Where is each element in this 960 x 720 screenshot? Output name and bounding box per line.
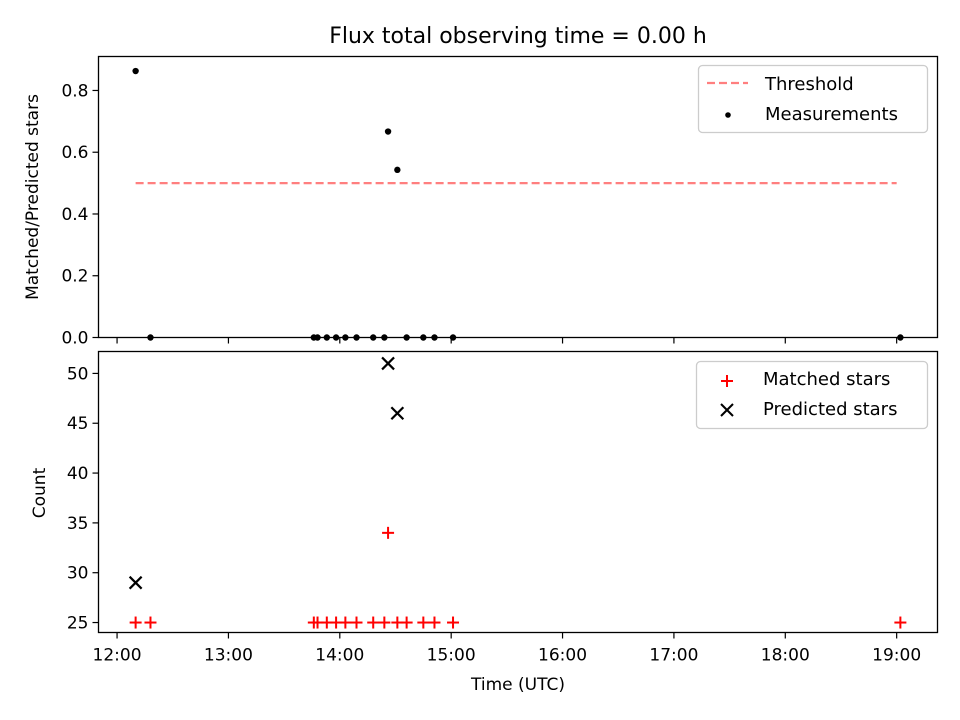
predicted-legend-swatch xyxy=(720,403,734,417)
top-y-tick-label-3: 0.6 xyxy=(61,143,88,163)
matched-point-7 xyxy=(350,616,363,629)
predicted-point-2-b xyxy=(390,406,405,421)
predicted-point-0-b xyxy=(128,575,143,590)
bottom-y-tick-label-1: 30 xyxy=(67,564,89,584)
bottom-y-tick-label-2: 35 xyxy=(67,514,89,534)
matched-point-16 xyxy=(894,616,907,629)
top-legend-box xyxy=(697,64,929,134)
predicted-point-1 xyxy=(381,356,395,371)
matched-point-15 xyxy=(447,616,460,629)
x-axis-label: Time (UTC) xyxy=(470,675,565,695)
x-tick-label-0: 12:00 xyxy=(93,646,142,666)
measurement-point-0 xyxy=(132,67,139,75)
measurement-point-11 xyxy=(394,166,401,174)
bottom-y-ticks: 25 30 35 40 45 50 xyxy=(67,364,99,634)
bottom-panel: 25 30 35 40 45 50 12:00 13:00 14:00 15:00 16:00 17… xyxy=(30,350,939,695)
x-tick-label-2: 14:00 xyxy=(315,646,364,666)
x-tick-label-3: 15:00 xyxy=(427,646,476,666)
threshold-legend-label: Threshold xyxy=(764,74,854,95)
bottom-y-tick-label-3: 40 xyxy=(67,464,89,484)
bottom-plot-area xyxy=(128,356,907,629)
matched-legend-label: Matched stars xyxy=(763,369,890,390)
predicted-point-0 xyxy=(128,575,143,590)
matched-point-12 xyxy=(400,616,413,629)
predicted-point-1-b xyxy=(381,356,395,371)
bottom-y-axis-label: Count xyxy=(30,467,50,518)
measurements-legend-label: Measurements xyxy=(765,104,898,125)
top-y-tick-label-4: 0.8 xyxy=(61,81,88,101)
x-tick-label-6: 18:00 xyxy=(761,646,810,666)
bottom-x-ticks: 12:00 13:00 14:00 15:00 16:00 17:00 18:00 19:00 xyxy=(93,632,921,666)
top-axes-frame xyxy=(97,55,939,339)
bottom-y-tick-label-0: 25 xyxy=(67,614,89,634)
top-panel: 0.00.20.40.60.8 Matched/Predicted stars … xyxy=(23,55,939,349)
matched-legend-swatch xyxy=(721,375,733,387)
matched-point-1 xyxy=(144,616,157,629)
top-y-tick-label-0: 0.0 xyxy=(61,329,88,349)
x-tick-label-1: 13:00 xyxy=(204,646,253,666)
predicted-legend-label: Predicted stars xyxy=(763,399,897,420)
measurements-legend-swatch xyxy=(725,112,731,118)
matched-point-13 xyxy=(417,616,430,629)
bottom-y-tick-label-5: 50 xyxy=(67,364,89,384)
x-tick-label-4: 16:00 xyxy=(538,646,587,666)
top-y-ticks: 0.0 0.2 0.4 0.6 0.8 xyxy=(61,81,99,349)
bottom-legend-box xyxy=(695,360,929,430)
chart-title: Flux total observing time = 0.00 h xyxy=(329,24,707,49)
matched-point-8 xyxy=(367,616,380,629)
x-tick-label-5: 17:00 xyxy=(649,646,698,666)
bottom-axes-frame xyxy=(97,350,939,634)
matched-point-9 xyxy=(378,616,391,629)
bottom-y-tick-label-4: 45 xyxy=(67,414,89,434)
matched-point-14 xyxy=(428,616,441,629)
top-legend: Threshold Measurements xyxy=(697,64,929,134)
top-y-axis-label: Matched/Predicted stars xyxy=(23,94,43,300)
matched-point-10 xyxy=(382,526,395,539)
matched-point-6 xyxy=(339,616,352,629)
top-y-tick-label-1: 0.2 xyxy=(61,267,88,287)
measurement-point-10 xyxy=(384,128,392,135)
predicted-point-2 xyxy=(390,406,405,421)
top-y-tick-label-2: 0.4 xyxy=(61,205,88,225)
matched-point-0 xyxy=(129,616,142,629)
bottom-legend: Matched stars Predicted stars xyxy=(695,360,929,430)
top-x-ticks xyxy=(116,337,898,344)
x-tick-label-7: 19:00 xyxy=(872,646,921,666)
